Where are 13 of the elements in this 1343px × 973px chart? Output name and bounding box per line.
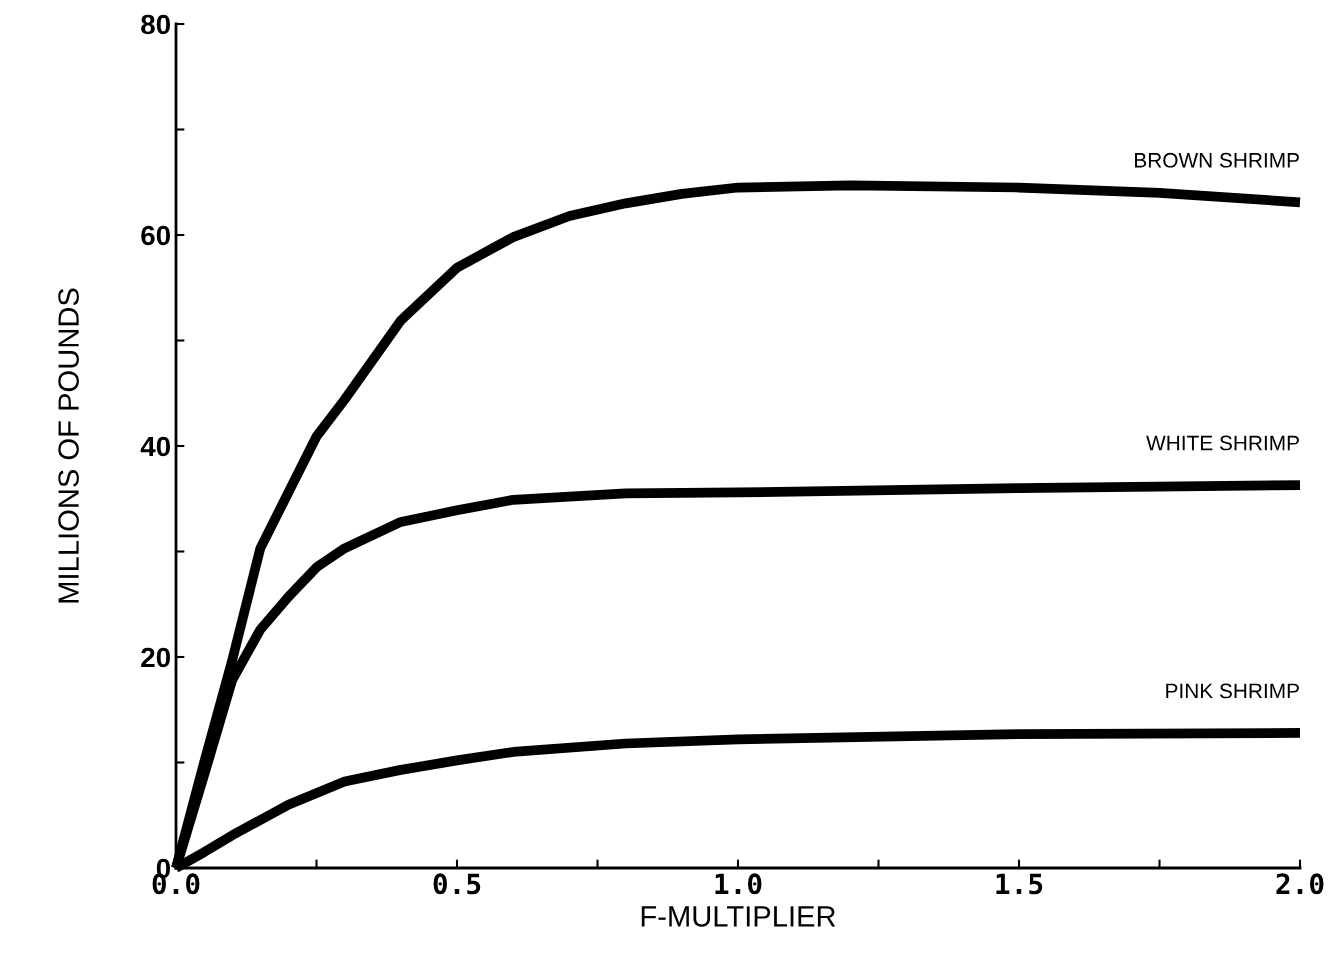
- x-tick-label: 1.0: [715, 873, 762, 895]
- y-tick-label: 40: [140, 436, 170, 457]
- x-tick-label: 1.5: [996, 873, 1043, 895]
- y-tick-label: 20: [141, 647, 170, 668]
- series-label: PINK SHRIMP: [1166, 683, 1299, 699]
- y-axis-title: MILLIONS OF POUNDS: [58, 288, 79, 603]
- x-tick-label: 0.5: [433, 873, 481, 895]
- x-axis-title: F-MULTIPLIER: [641, 906, 836, 927]
- x-tick-label: 2.0: [1276, 873, 1324, 895]
- series-label: WHITE SHRIMP: [1146, 435, 1299, 451]
- y-tick-label: 60: [141, 225, 170, 246]
- y-tick-label: 80: [141, 14, 170, 35]
- series-label: BROWN SHRIMP: [1135, 152, 1299, 168]
